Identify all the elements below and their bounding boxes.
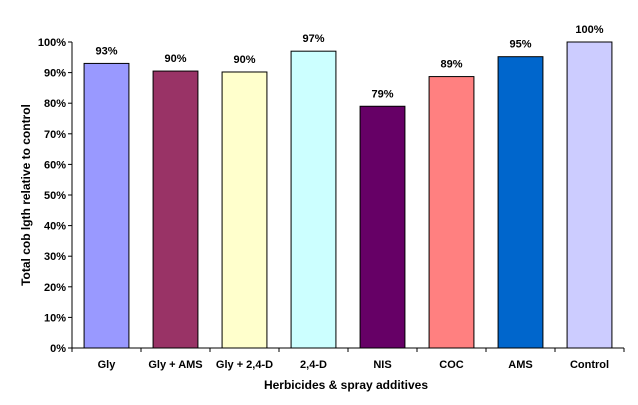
data-label: 93% <box>95 45 117 57</box>
y-tick-label: 90% <box>44 68 66 80</box>
x-tick-label: Gly <box>98 359 117 371</box>
x-tick-label: Gly + AMS <box>148 359 202 371</box>
y-tick-label: 100% <box>38 37 66 49</box>
bar <box>290 50 337 349</box>
y-tick-label: 20% <box>44 282 66 294</box>
bar <box>566 41 613 349</box>
data-label: 90% <box>233 54 255 66</box>
bar <box>428 76 475 349</box>
data-label: 100% <box>575 24 603 36</box>
x-tick-label: Control <box>570 359 609 371</box>
x-tick-label: Gly + 2,4-D <box>216 359 273 371</box>
data-label: 97% <box>302 33 324 45</box>
y-tick-label: 30% <box>44 251 66 263</box>
x-axis-title: Herbicides & spray additives <box>264 378 428 392</box>
data-label: 90% <box>164 53 186 65</box>
x-tick-label: NIS <box>373 359 391 371</box>
data-label: 95% <box>509 39 531 51</box>
bar <box>152 70 199 349</box>
y-tick-label: 60% <box>44 159 66 171</box>
y-tick-label: 10% <box>44 312 66 324</box>
x-tick-label: AMS <box>508 359 532 371</box>
y-tick-label: 50% <box>44 190 66 202</box>
data-label: 89% <box>440 59 462 71</box>
y-tick-label: 80% <box>44 98 66 110</box>
y-tick-label: 0% <box>50 343 66 355</box>
bar <box>497 56 544 349</box>
bar <box>83 62 130 349</box>
bar <box>221 71 268 349</box>
x-tick-label: 2,4-D <box>300 359 327 371</box>
data-label: 79% <box>371 88 393 100</box>
x-tick-label: COC <box>439 359 464 371</box>
y-tick-label: 70% <box>44 129 66 141</box>
y-axis-title: Total cob lgth relative to control <box>19 104 33 286</box>
y-tick-label: 40% <box>44 221 66 233</box>
bar <box>359 105 406 349</box>
